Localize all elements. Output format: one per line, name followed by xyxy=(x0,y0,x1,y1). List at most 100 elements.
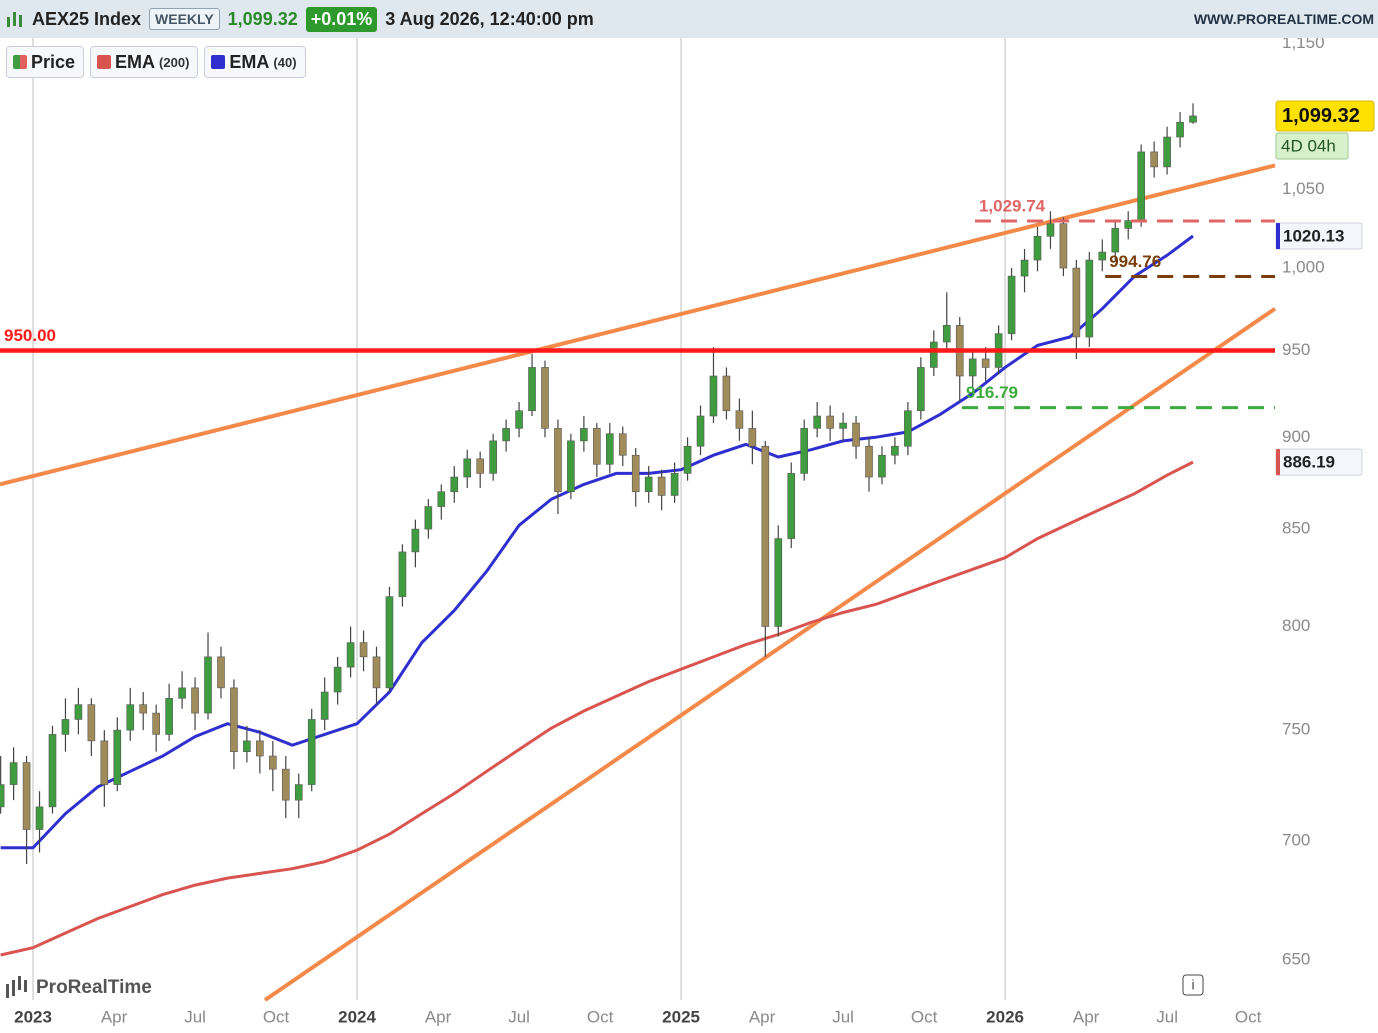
brand: ProRealTime xyxy=(36,977,152,998)
candle-body xyxy=(333,666,342,693)
candle-body xyxy=(489,440,497,474)
x-tick-label: Jul xyxy=(1156,1007,1178,1026)
x-tick-label: 2026 xyxy=(986,1007,1024,1026)
value-tag-bar xyxy=(1276,223,1280,250)
legend-param: (200) xyxy=(159,54,190,70)
date: 3 Aug 2026, 12:40:00 pm xyxy=(385,8,594,29)
candle-body xyxy=(593,428,601,465)
instrument: AEX25 Index xyxy=(32,8,142,29)
price-tag xyxy=(1275,100,1375,132)
candle-body xyxy=(917,367,925,412)
candle-body xyxy=(761,445,770,627)
countdown-label: 4D 04h xyxy=(1281,136,1336,155)
value-tag-label: 886.19 xyxy=(1283,453,1335,472)
interval[interactable]: WEEKLY xyxy=(149,8,220,30)
candle-body xyxy=(411,528,420,553)
candle-body xyxy=(1124,220,1133,229)
candle-body xyxy=(839,422,847,429)
level-label: 950.00 xyxy=(4,326,56,345)
legend-name: EMA xyxy=(115,51,156,72)
legend-item[interactable]: EMA (200) xyxy=(90,46,199,78)
brand-icon xyxy=(6,976,27,998)
candle-body xyxy=(696,415,705,447)
candle-body xyxy=(48,734,57,808)
candle-body xyxy=(1176,121,1184,138)
candle-body xyxy=(74,704,83,720)
y-tick-label: 1,050 xyxy=(1282,179,1325,198)
candle-body xyxy=(87,704,96,742)
candle-body xyxy=(61,719,70,735)
tags-layer: 6507007508008509009501,0001,0501,150886.… xyxy=(1275,33,1375,968)
x-tick-label: 2024 xyxy=(338,1007,376,1026)
candle-body xyxy=(1137,151,1145,221)
x-tick-label: Jul xyxy=(832,1007,854,1026)
candle-body xyxy=(269,755,277,770)
candle-body xyxy=(230,687,238,752)
candle-body xyxy=(424,506,433,530)
candle-body xyxy=(450,476,459,493)
candle-body xyxy=(139,704,148,714)
x-tick-label: Apr xyxy=(1073,1007,1100,1026)
x-tick-label: Apr xyxy=(101,1007,128,1026)
change: +0.01% xyxy=(305,6,378,32)
candle-body xyxy=(35,806,44,830)
candle-body xyxy=(813,415,821,429)
candle-body xyxy=(722,375,731,412)
header: AEX25 Index WEEKLY 1,099.32 +0.01% 3 Aug… xyxy=(0,0,1378,38)
value-tag-label: 1020.13 xyxy=(1283,227,1344,246)
trend-layer xyxy=(0,163,1277,1002)
candle-body xyxy=(1046,223,1055,237)
x-tick-label: Apr xyxy=(749,1007,776,1026)
value-tag-bar xyxy=(1276,449,1280,476)
y-tick-label: 650 xyxy=(1282,949,1310,968)
candle-body xyxy=(256,740,264,757)
candle-body xyxy=(981,358,990,368)
candle-body xyxy=(618,433,627,456)
y-tick-label: 800 xyxy=(1282,616,1310,635)
candle-body xyxy=(217,656,225,689)
candle-body xyxy=(631,454,640,493)
candle-body xyxy=(1111,228,1120,253)
candle-body xyxy=(0,784,5,808)
candle-body xyxy=(826,415,834,429)
candle-body xyxy=(541,367,549,429)
legend: Price EMA (200) EMA (40) xyxy=(6,46,306,78)
y-tick-label: 850 xyxy=(1282,519,1310,538)
candle-body xyxy=(942,324,951,343)
level-label: 1,029.74 xyxy=(979,196,1046,215)
last-price: 1,099.32 xyxy=(227,8,298,29)
legend-icon xyxy=(97,55,112,69)
candle-body xyxy=(398,551,407,597)
trendline xyxy=(263,307,1277,1002)
x-tick-label: Jul xyxy=(508,1007,530,1026)
candle-body xyxy=(1059,223,1068,269)
ema-line xyxy=(0,234,1194,850)
candle-body xyxy=(1098,251,1107,261)
candle-body xyxy=(709,375,718,417)
candle-body xyxy=(113,729,122,785)
candle-body xyxy=(748,428,757,447)
ema-line xyxy=(0,460,1194,957)
candle-body xyxy=(437,491,446,507)
candle-body xyxy=(359,642,368,658)
y-tick-label: 1,000 xyxy=(1282,258,1325,277)
chart-icon xyxy=(7,12,22,27)
candle-body xyxy=(515,410,523,429)
legend-item[interactable]: Price xyxy=(6,46,85,78)
legend-item[interactable]: EMA (40) xyxy=(204,46,306,78)
candle-body xyxy=(735,410,744,429)
x-tick-label: 2023 xyxy=(14,1007,52,1026)
candle-body xyxy=(774,538,783,627)
candle-body xyxy=(904,410,912,447)
x-tick-label: Oct xyxy=(1235,1007,1262,1026)
candle-body xyxy=(243,740,251,752)
info-icon[interactable]: i xyxy=(1182,974,1204,996)
candle-body xyxy=(580,428,588,442)
x-tick-label: Oct xyxy=(587,1007,614,1026)
legend-icon xyxy=(211,55,226,69)
legend-param: (40) xyxy=(273,54,297,70)
candle-body xyxy=(178,687,186,699)
candle-body xyxy=(865,445,873,478)
